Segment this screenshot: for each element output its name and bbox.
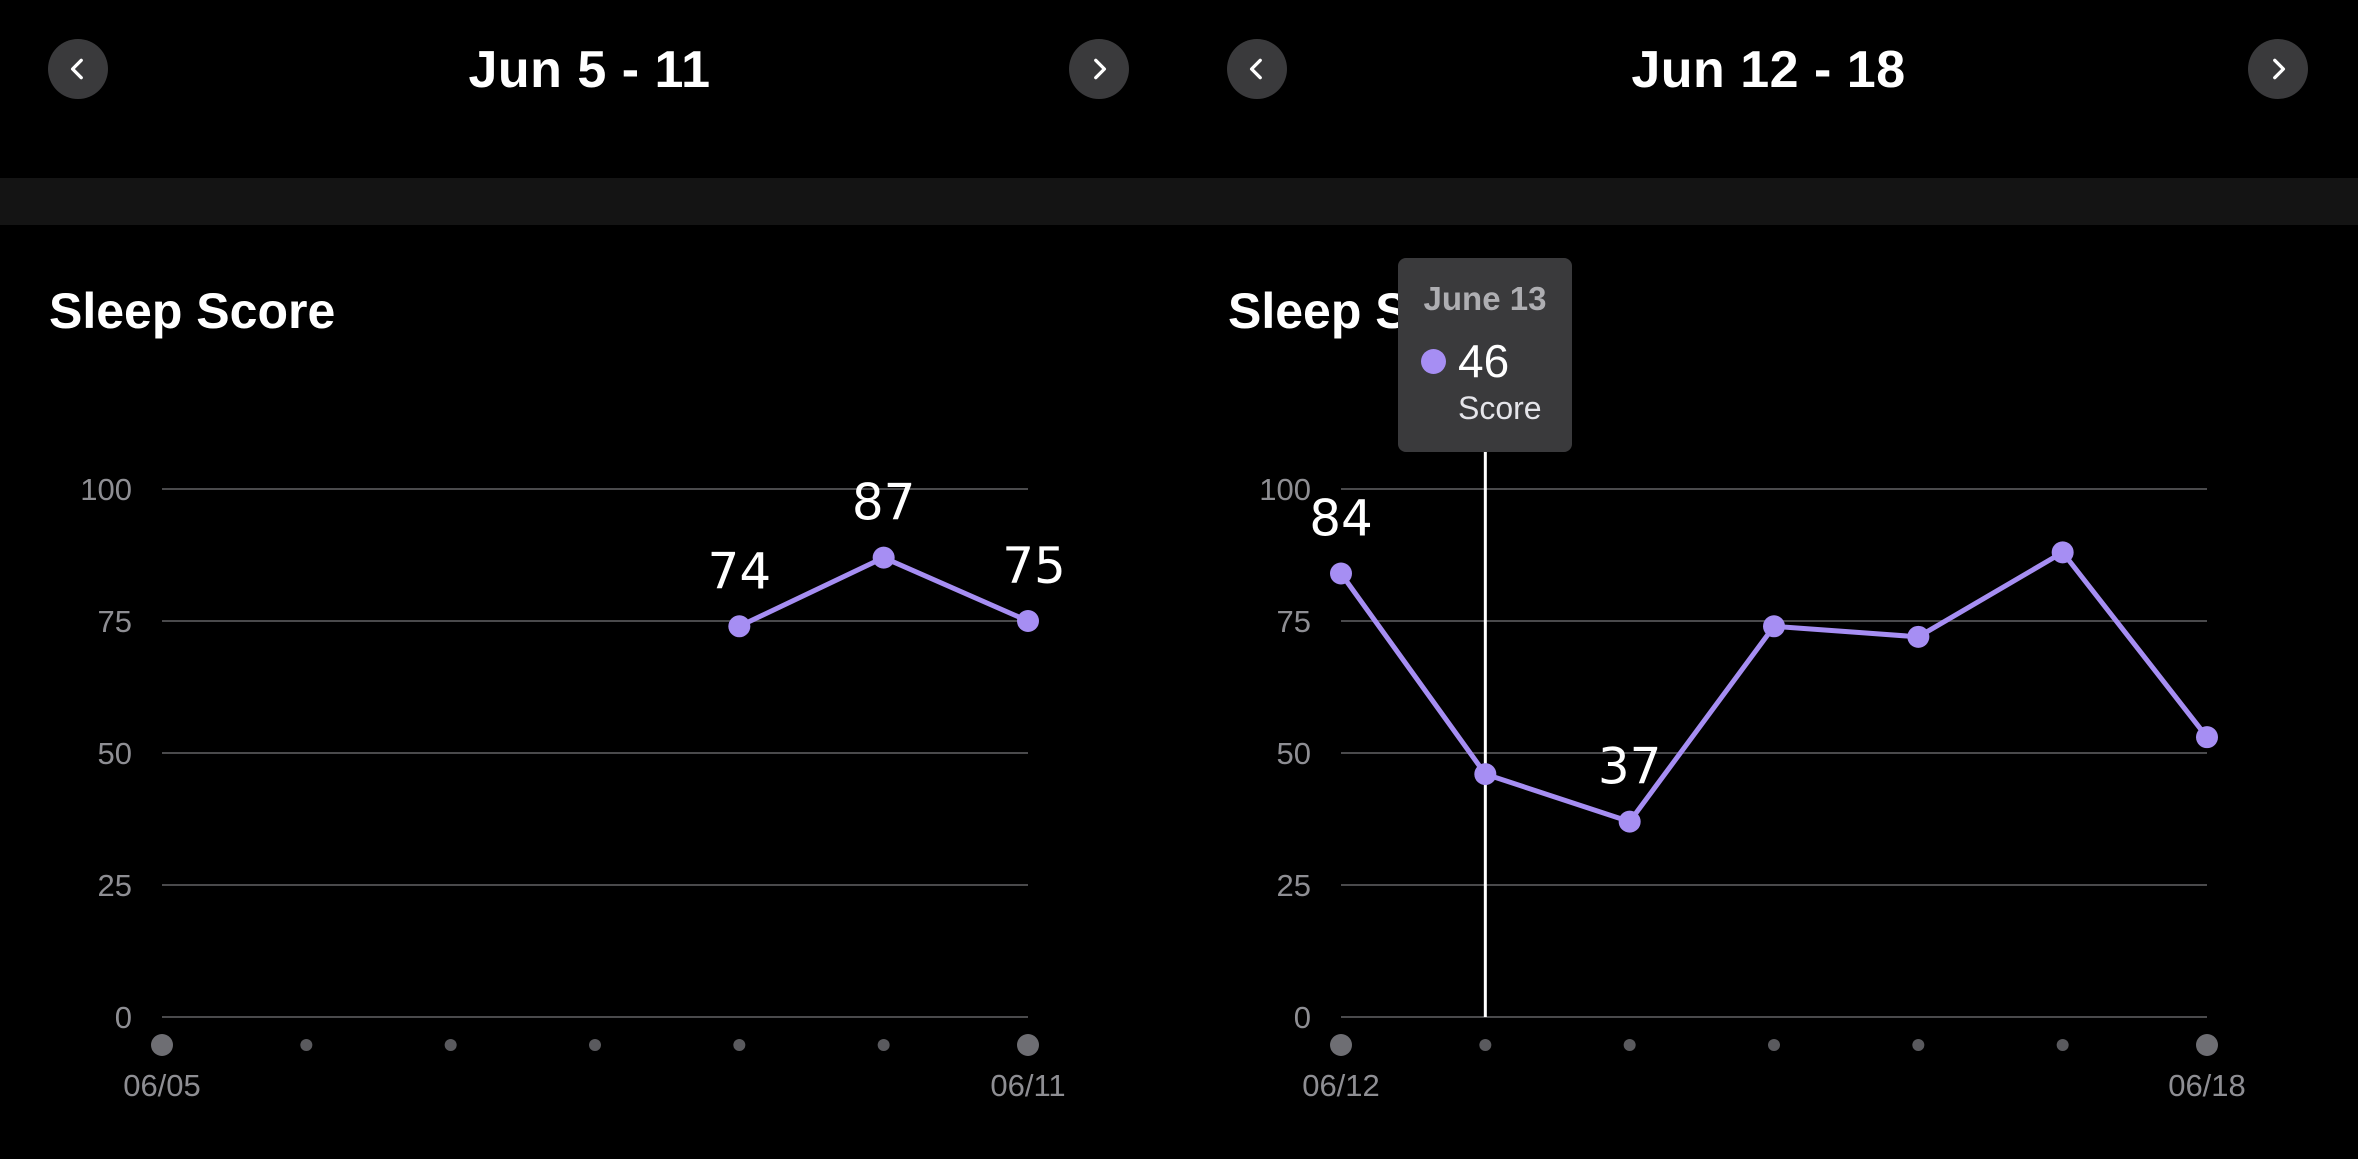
- tooltip-date: June 13: [1423, 280, 1547, 317]
- score-tooltip: June 13 46 Score: [1398, 258, 1572, 452]
- x-tick-label: 06/12: [1302, 1068, 1380, 1103]
- x-axis-day-dot: [2196, 1034, 2218, 1056]
- x-axis-day-dot: [2056, 1039, 2069, 1051]
- data-point: [2196, 726, 2218, 749]
- data-point: [1907, 625, 1930, 648]
- data-point: [1763, 615, 1785, 638]
- y-tick-label: 50: [98, 736, 132, 771]
- data-label: 74: [708, 542, 772, 600]
- week-range-title: Jun 12 - 18: [1631, 41, 1906, 99]
- x-axis-day-dot: [1017, 1034, 1039, 1056]
- next-week-button[interactable]: [1069, 39, 1129, 99]
- x-axis-day-dot: [300, 1039, 313, 1051]
- data-point: [872, 546, 895, 569]
- previous-week-button[interactable]: [1227, 39, 1287, 99]
- sleep-score-chart[interactable]: 0 25 50 75 100 06/12 06/18 84 37: [1179, 0, 2358, 1159]
- x-axis-day-dot: [151, 1034, 173, 1056]
- week-panel-right: Jun 12 - 18 Sleep Score 0 25 50 75 100 06/12 0…: [1179, 0, 2358, 1159]
- x-tick-label: 06/18: [2168, 1068, 2246, 1103]
- chevron-right-icon: [2273, 58, 2286, 80]
- previous-week-button[interactable]: [48, 39, 108, 99]
- week-header: Jun 5 - 11: [0, 0, 1179, 178]
- data-label: 87: [852, 474, 916, 532]
- next-week-button[interactable]: [2248, 39, 2308, 99]
- x-tick-label: 06/11: [990, 1068, 1065, 1103]
- week-panel-left: Jun 5 - 11 Sleep Score 0 25 50 75 100 06/05 06…: [0, 0, 1179, 1159]
- series-dot-icon: [1421, 349, 1446, 374]
- y-tick-label: 100: [1259, 472, 1311, 507]
- x-axis-day-dot: [877, 1039, 890, 1051]
- data-point: [1618, 810, 1641, 833]
- x-axis-day-dot: [1330, 1034, 1352, 1056]
- data-point: [1474, 763, 1497, 786]
- y-tick-label: 0: [1294, 1000, 1311, 1035]
- data-label: 37: [1598, 738, 1662, 796]
- y-tick-label: 75: [1277, 604, 1311, 639]
- data-point: [1017, 610, 1039, 632]
- section-divider-band: [0, 178, 2358, 225]
- tooltip-label: Score: [1458, 390, 1542, 426]
- chevron-left-icon: [1249, 58, 1262, 80]
- y-tick-label: 50: [1277, 736, 1311, 771]
- x-tick-label: 06/05: [123, 1068, 201, 1103]
- x-axis-day-dot: [1768, 1039, 1780, 1051]
- y-tick-label: 25: [1277, 868, 1311, 903]
- y-tick-label: 100: [80, 472, 132, 507]
- chevron-left-icon: [70, 58, 83, 80]
- chevron-right-icon: [1094, 58, 1107, 80]
- series-line: [1338, 549, 2210, 825]
- x-axis-day-dot: [444, 1039, 457, 1051]
- data-label: 84: [1309, 489, 1373, 547]
- sleep-score-chart[interactable]: 0 25 50 75 100 06/05 06/11 74 87 75: [0, 0, 1179, 1159]
- week-header: Jun 12 - 18: [1179, 0, 2358, 178]
- data-point: [2051, 541, 2074, 564]
- y-tick-label: 75: [98, 604, 132, 639]
- tooltip-value: 46: [1458, 335, 1510, 387]
- x-axis-day-dot: [733, 1039, 746, 1051]
- x-axis-day-dot: [1479, 1039, 1492, 1051]
- y-tick-label: 25: [98, 868, 132, 903]
- x-axis-day-dot: [1623, 1039, 1636, 1051]
- data-point: [728, 615, 751, 638]
- sleep-score-title: Sleep Score: [49, 283, 336, 339]
- x-axis-day-dot: [589, 1039, 601, 1051]
- data-label: 75: [1002, 537, 1066, 595]
- week-range-title: Jun 5 - 11: [468, 41, 711, 99]
- y-tick-label: 0: [115, 1000, 132, 1035]
- x-axis-day-dot: [1912, 1039, 1925, 1051]
- data-point: [1330, 562, 1352, 585]
